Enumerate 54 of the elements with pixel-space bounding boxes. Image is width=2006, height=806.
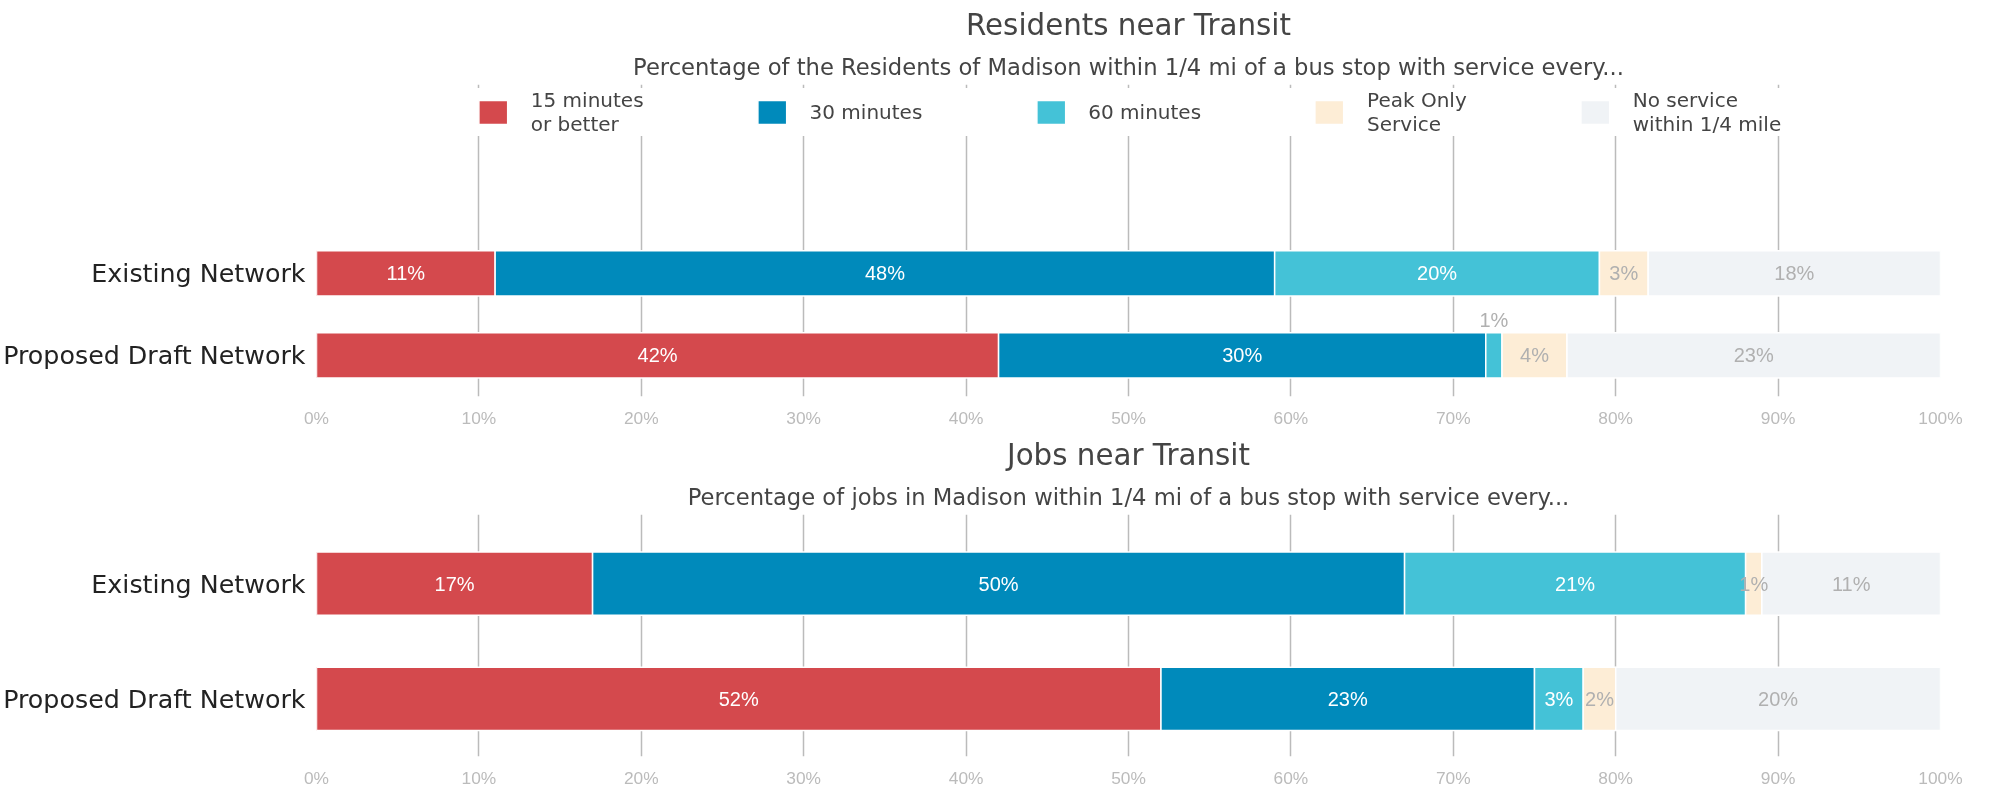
x-tick-label: 40%: [948, 767, 984, 788]
x-tick-label: 10%: [461, 767, 497, 788]
legend-label: No service within 1/4 mile: [1632, 88, 1782, 136]
data-label: 30%: [1222, 344, 1263, 367]
data-label: 18%: [1774, 262, 1815, 285]
x-tick-label: 10%: [461, 407, 497, 428]
chart-title: Jobs near Transit: [1005, 437, 1250, 472]
data-label: 42%: [637, 344, 678, 367]
legend-label: 60 minutes: [1088, 100, 1202, 124]
data-label: 20%: [1417, 262, 1458, 285]
data-label: 1%: [1479, 309, 1509, 332]
chart-subtitle: Percentage of the Residents of Madison within 1/4 mi of a bus stop with service every...: [633, 53, 1624, 80]
x-tick-label: 90%: [1760, 407, 1796, 428]
y-tick-label: Proposed Draft Network: [3, 683, 306, 714]
y-tick-label: Existing Network: [91, 258, 306, 289]
x-tick-label: 30%: [786, 767, 822, 788]
x-tick-label: 60%: [1273, 407, 1309, 428]
x-tick-label: 80%: [1598, 767, 1634, 788]
data-label: 4%: [1520, 344, 1550, 367]
x-tick-label: 90%: [1760, 767, 1796, 788]
x-tick-label: 70%: [1435, 407, 1471, 428]
x-tick-label: 20%: [623, 767, 659, 788]
data-label: 48%: [864, 262, 906, 285]
chart-title: Residents near Transit: [965, 7, 1292, 42]
x-tick-label: 60%: [1273, 767, 1309, 788]
chart-subtitle: Percentage of jobs in Madison within 1/4 mi of a bus stop with service every...: [687, 483, 1570, 510]
data-label: 20%: [1758, 687, 1799, 710]
x-tick-label: 20%: [623, 407, 659, 428]
x-tick-label: 40%: [948, 407, 984, 428]
legend-label: Peak Only Service: [1367, 88, 1467, 136]
data-label: 23%: [1327, 687, 1368, 710]
data-label: 3%: [1609, 262, 1639, 285]
x-tick-label: 30%: [786, 407, 822, 428]
x-tick-label: 70%: [1435, 767, 1471, 788]
x-tick-label: 80%: [1598, 407, 1634, 428]
y-tick-label: Existing Network: [91, 568, 306, 599]
x-tick-label: 0%: [303, 407, 330, 428]
data-label: 3%: [1544, 687, 1574, 710]
y-tick-label: Proposed Draft Network: [3, 340, 306, 371]
data-label: 17%: [434, 572, 475, 595]
x-tick-label: 0%: [303, 767, 330, 788]
data-label: 11%: [1831, 572, 1871, 595]
legend-label: 30 minutes: [809, 100, 923, 124]
data-label: 52%: [718, 687, 759, 710]
data-label: 11%: [386, 262, 426, 285]
data-label: 2%: [1585, 687, 1615, 710]
legend-label: 15 minutes or better: [530, 88, 644, 136]
data-label: 21%: [1555, 572, 1596, 595]
x-tick-label: 100%: [1918, 407, 1963, 428]
x-tick-label: 50%: [1111, 407, 1146, 428]
x-tick-label: 100%: [1918, 767, 1963, 788]
data-label: 23%: [1733, 344, 1774, 367]
x-tick-label: 50%: [1111, 767, 1146, 788]
data-label: 50%: [978, 572, 1019, 595]
